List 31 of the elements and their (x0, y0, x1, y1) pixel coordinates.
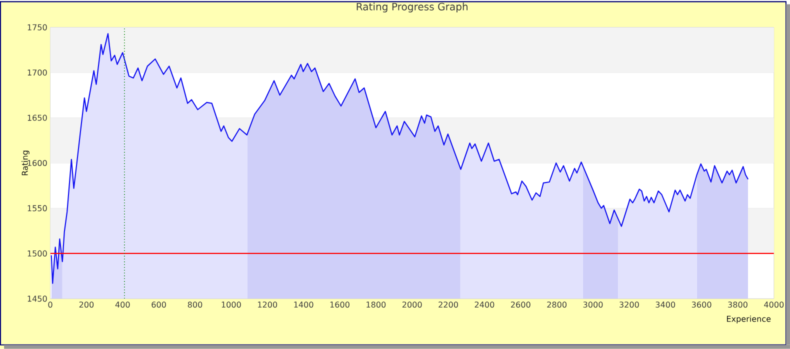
y-tick-label: 1750 (28, 24, 47, 30)
x-tick-label: 600 (152, 302, 166, 308)
y-tick-label: 1450 (28, 296, 47, 302)
y-tick-label: 1700 (28, 70, 47, 76)
x-tick-label: 1000 (222, 302, 241, 308)
x-tick-label: 2000 (402, 302, 422, 308)
y-axis-title: Rating (22, 150, 30, 176)
x-tick-label: 0 (48, 302, 52, 308)
x-tick-label: 2800 (547, 302, 567, 308)
y-tick-label: 1600 (28, 160, 47, 166)
x-tick-label: 4000 (764, 302, 784, 308)
x-tick-label: 3400 (656, 302, 676, 308)
x-tick-label: 2600 (511, 302, 530, 308)
x-tick-label: 1400 (294, 302, 314, 308)
x-tick-label: 2200 (438, 302, 458, 308)
x-tick-label: 800 (188, 302, 202, 308)
x-tick-label: 3800 (728, 302, 748, 308)
x-axis-title: Experience (726, 316, 771, 324)
y-tick-label: 1500 (28, 250, 47, 257)
y-tick-label: 1650 (28, 114, 47, 121)
chart-title: Rating Progress Graph (356, 2, 468, 12)
x-tick-label: 3200 (620, 302, 639, 308)
x-tick-label: 3600 (692, 302, 712, 308)
x-tick-label: 400 (115, 302, 130, 308)
x-tick-label: 1800 (366, 302, 386, 308)
x-tick-label: 1600 (330, 302, 350, 308)
x-tick-label: 3000 (583, 302, 603, 308)
y-tick-label: 1550 (28, 205, 47, 212)
x-tick-label: 200 (79, 302, 94, 308)
x-tick-label: 2400 (474, 302, 494, 308)
x-tick-label: 1200 (258, 302, 278, 308)
